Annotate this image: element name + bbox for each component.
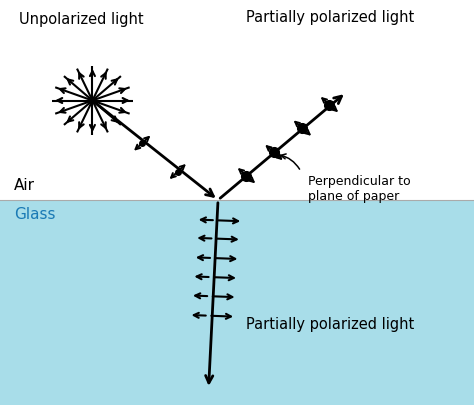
Text: Partially polarized light: Partially polarized light: [246, 10, 415, 25]
Text: Partially polarized light: Partially polarized light: [246, 316, 415, 331]
Bar: [0, 200, 474, 405]
Text: Perpendicular to
plane of paper: Perpendicular to plane of paper: [308, 174, 411, 202]
Text: Glass: Glass: [14, 207, 56, 222]
Text: Air: Air: [14, 177, 35, 192]
Text: Unpolarized light: Unpolarized light: [19, 12, 144, 27]
